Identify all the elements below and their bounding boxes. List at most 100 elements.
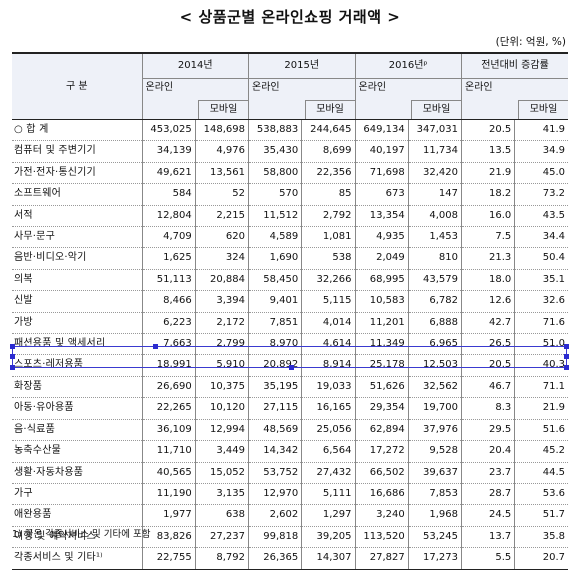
row-value: 6,965 [407,333,462,356]
row-value: 17,272 [354,440,409,463]
row-value: 11,710 [141,440,196,463]
row-value: 51,626 [354,376,409,399]
row-value: 11,349 [354,333,409,356]
row-value: 1,690 [247,247,302,270]
row-value: 12,994 [194,419,249,442]
row-value: 68,995 [354,269,409,292]
row-value: 1,081 [301,226,355,249]
row-value: 14,307 [301,547,355,570]
online-label: 온라인 [358,82,387,93]
row-value: 16.0 [460,205,515,228]
row-value: 11,201 [354,312,409,335]
table-row: 음·식료품 36,109 12,994 48,569 25,056 62,894 37,97… [12,419,568,442]
table-body: ○ 합 계 453,025 148,698 538,883 244,645 649,134… [12,119,568,570]
table-row: 의복 51,113 20,884 58,450 32,266 68,995 43,579 18… [12,269,568,292]
row-value: 50.4 [514,247,568,270]
row-value: 45.0 [514,162,568,185]
row-value: 148,698 [194,119,249,142]
row-value: 53,752 [247,462,302,484]
row-category: 농축수산물 [12,440,142,463]
row-value: 1,453 [407,226,462,249]
row-value: 48,569 [247,419,302,442]
row-value: 32,266 [301,269,355,292]
row-value: 34,139 [141,140,196,163]
row-value: 26.5 [460,333,515,356]
row-value: 1,625 [141,247,196,270]
row-value: 25,056 [301,419,355,442]
row-value: 244,645 [301,119,355,142]
table-row: 농축수산물 11,710 3,449 14,342 6,564 17,272 9,528 20… [12,440,568,463]
table-row: 서적 12,804 2,215 11,512 2,792 13,354 4,008 16.0 4… [12,205,568,228]
row-category: 가방 [12,312,142,335]
row-value: 15,052 [194,462,249,484]
row-value: 20.5 [460,119,515,142]
row-value: 9,401 [247,290,302,313]
row-value: 45.2 [514,440,568,463]
row-value: 4,976 [194,140,249,163]
row-value: 99,818 [247,526,302,549]
row-value: 5,910 [194,354,249,377]
row-value: 32,562 [407,376,462,399]
table-row: 소프트웨어 584 52 570 85 673 147 18.2 73.2 [12,183,568,206]
row-value: 71.1 [514,376,568,399]
row-value: 52 [194,183,249,206]
row-value: 2,792 [301,205,355,228]
online-label: 온라인 [465,82,493,93]
table-row: 가전·전자·통신기기 49,621 13,561 58,800 22,356 71,698… [12,162,568,185]
row-value: 2,799 [194,333,249,356]
row-value: 324 [194,247,249,270]
row-value: 40,197 [354,140,409,163]
table-row: 신발 8,466 3,394 9,401 5,115 10,583 6,782 12.6 32.… [12,290,568,313]
row-value: 27,237 [194,526,249,549]
row-value: 10,120 [194,397,249,420]
row-value: 22,356 [301,162,355,185]
mobile-label: 모바일 [518,100,568,119]
row-value: 2,049 [354,247,409,270]
row-value: 53.6 [514,483,568,506]
year-2016-header: 2016년ᵖ [354,53,462,79]
row-value: 649,134 [354,119,409,142]
row-value: 22,755 [141,547,196,570]
row-value: 25,178 [354,354,409,377]
row-value: 810 [407,247,462,270]
row-value: 12,970 [247,483,302,506]
row-category: 음·식료품 [12,419,142,442]
row-category: 가전·전자·통신기기 [12,162,142,185]
row-value: 16,165 [301,397,355,420]
row-category: 신발 [12,290,142,313]
row-value: 13,354 [354,205,409,228]
row-value: 40.3 [514,354,568,377]
row-value: 39,205 [301,526,355,549]
yoy-change-header: 전년대비 증감률 [461,53,568,79]
table-row: 패션용품 및 액세서리 7,663 2,799 8,970 4,614 11,349 6,9… [12,333,568,356]
subheader-2015: 온라인 모바일 [248,78,355,120]
table-row: 컴퓨터 및 주변기기 34,139 4,976 35,430 8,699 40,197 11… [12,140,568,163]
row-value: 7.5 [460,226,515,249]
row-value: 10,375 [194,376,249,399]
table-row: 화장품 26,690 10,375 35,195 19,033 51,626 32,562 4… [12,376,568,399]
row-value: 27,827 [354,547,409,570]
subheader-2014: 온라인 모바일 [141,78,249,120]
row-value: 147 [407,183,462,206]
row-value: 27,432 [301,462,355,484]
row-value: 2,215 [194,205,249,228]
row-value: 39,637 [407,462,462,484]
row-value: 5,111 [301,483,355,506]
row-value: 32,420 [407,162,462,185]
row-value: 36,109 [141,419,196,442]
year-2014-header: 2014년 [141,53,249,79]
row-value: 13.7 [460,526,515,549]
mobile-label: 모바일 [198,100,248,119]
row-category: 아동·유아용품 [12,397,142,420]
row-value: 35.8 [514,526,568,549]
row-value: 1,297 [301,504,355,527]
row-value: 24.5 [460,504,515,527]
row-value: 17,273 [407,547,462,570]
row-value: 20,884 [194,269,249,292]
row-value: 7,663 [141,333,196,356]
row-value: 37,976 [407,419,462,442]
mobile-label: 모바일 [304,100,355,119]
row-category: 패션용품 및 액세서리 [12,333,142,356]
row-value: 42.7 [460,312,515,335]
